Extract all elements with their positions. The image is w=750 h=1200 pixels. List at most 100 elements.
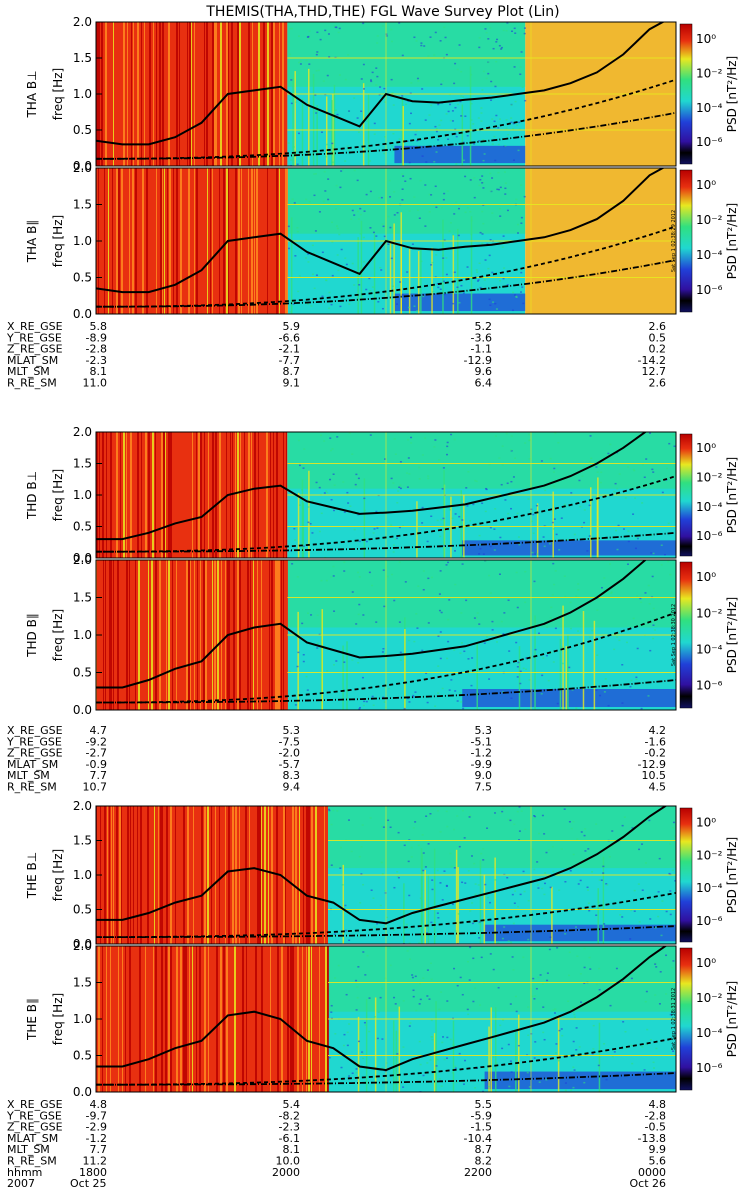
gyrofrequency-curve [96, 560, 647, 689]
spectral-spike [316, 105, 318, 166]
noise-speck [518, 806, 521, 808]
noise-speck [479, 547, 482, 550]
spectral-spike [342, 645, 344, 710]
spectral-spike [365, 999, 368, 1092]
noise-speck [430, 962, 433, 965]
noise-speck [635, 676, 638, 679]
noise-speck [581, 475, 584, 477]
spectral-stripe [111, 560, 112, 710]
noise-speck [402, 1046, 405, 1048]
noise-speck [353, 169, 356, 172]
colorbar [679, 807, 693, 943]
spectral-stripe [196, 946, 197, 1092]
noise-speck [355, 979, 358, 982]
noise-speck [496, 188, 499, 191]
spectral-stripe [119, 560, 120, 710]
spectral-stripe [118, 168, 120, 314]
noise-speck [494, 302, 497, 305]
noise-speck [397, 876, 400, 879]
spectral-stripe [156, 168, 157, 314]
noise-speck [556, 947, 559, 949]
noise-speck [558, 549, 561, 551]
colorbar [679, 947, 693, 1091]
noise-speck [658, 857, 661, 860]
noise-speck [460, 701, 463, 703]
noise-speck [595, 689, 598, 691]
noise-speck [525, 657, 528, 659]
spectral-stripe [311, 946, 312, 1092]
noise-speck [297, 35, 300, 37]
noise-speck [385, 35, 388, 37]
noise-speck [369, 289, 372, 292]
spectral-stripe [203, 168, 204, 314]
ephemeris-value: -12.9 [464, 354, 492, 367]
noise-speck [409, 1022, 412, 1024]
noise-speck [413, 305, 416, 307]
spectral-spike [297, 611, 299, 710]
noise-speck [381, 1067, 384, 1069]
noise-speck [505, 119, 508, 121]
noise-speck [355, 1071, 358, 1074]
spectral-stripe [180, 946, 182, 1092]
noise-speck [386, 575, 389, 578]
spectral-stripe [273, 806, 274, 944]
noise-speck [412, 989, 415, 992]
noise-speck [328, 307, 331, 309]
noise-speck [613, 490, 616, 493]
noise-speck [331, 161, 334, 164]
spectral-spike [457, 867, 459, 944]
spectral-stripe [133, 432, 135, 558]
noise-speck [534, 648, 537, 651]
noise-speck [397, 490, 400, 492]
noise-speck [314, 110, 317, 113]
noise-speck [443, 870, 446, 872]
spectral-spike [433, 848, 436, 944]
noise-speck [479, 543, 482, 546]
spectral-stripe [192, 432, 193, 558]
noise-speck [331, 142, 334, 145]
spectral-stripe [243, 806, 245, 944]
ephemeris-label: X_RE_GSE [7, 320, 63, 333]
noise-speck [435, 130, 438, 133]
noise-speck [315, 53, 318, 56]
noise-speck [477, 884, 480, 886]
noise-speck [433, 54, 436, 56]
noise-speck [434, 125, 437, 128]
noise-speck [332, 473, 335, 475]
spectral-stripe [246, 946, 247, 1092]
noise-speck [408, 639, 411, 642]
noise-speck [445, 113, 448, 115]
noise-speck [547, 679, 550, 682]
spectral-stripe [282, 22, 284, 166]
noise-speck [480, 107, 483, 109]
noise-speck [554, 1052, 557, 1054]
noise-speck [311, 532, 314, 534]
spectral-spike [297, 492, 300, 558]
noise-speck [505, 29, 508, 32]
noise-speck [557, 1059, 560, 1062]
noise-speck [431, 888, 434, 891]
noise-speck [404, 581, 407, 583]
ephemeris-value: 5.8 [90, 320, 108, 333]
noise-speck [595, 466, 598, 468]
noise-speck [661, 491, 664, 494]
panel-label: THD B∥ [25, 613, 39, 658]
spectral-stripe [111, 22, 113, 166]
spectral-stripe [124, 168, 126, 314]
noise-speck [477, 279, 480, 281]
noise-speck [580, 1001, 583, 1003]
noise-speck [357, 613, 360, 616]
noise-speck [460, 70, 463, 73]
noise-speck [484, 560, 487, 562]
spectral-stripe [238, 168, 240, 314]
spectral-stripe [248, 168, 249, 314]
ephemeris-value: 7.5 [475, 781, 493, 794]
noise-speck [518, 128, 521, 130]
noise-speck [373, 122, 376, 125]
noise-speck [381, 223, 384, 225]
noise-speck [288, 27, 291, 30]
noise-speck [461, 556, 464, 558]
noise-speck [454, 513, 457, 515]
